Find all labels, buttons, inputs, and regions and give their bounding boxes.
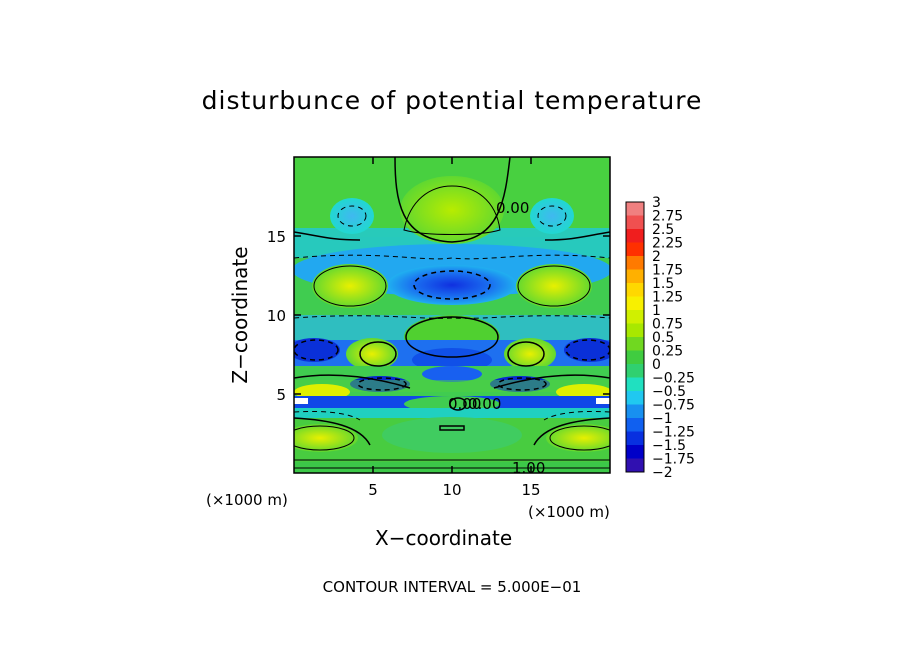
x-tick-label: 15 [521,481,540,499]
colorbar-label: 2 [652,249,661,265]
colorbar-label: 2.25 [652,236,683,252]
colorbar-swatch [626,404,644,419]
y-tick-label: 10 [267,307,286,325]
y-tick-label: 15 [267,228,286,246]
colorbar-swatch [626,431,644,446]
colorbar-label: 0.25 [652,344,683,360]
colorbar-label: 2.5 [652,222,674,238]
colorbar-label: −1.25 [652,425,695,441]
colorbar-swatch [626,296,644,311]
colorbar-label: −1 [652,411,673,427]
colorbar-swatch [626,283,644,297]
colorbar-label: 0 [652,357,661,373]
colorbar-swatch [626,350,644,365]
x-axis-label: X−coordinate [375,526,513,550]
colorbar-label: 1.25 [652,290,683,306]
contour-label: 0.00 [496,199,529,217]
colorbar-label: 2.75 [652,209,683,225]
contour-label: 1.00 [512,459,545,477]
x-axis-unit: (×1000 m) [206,491,288,509]
colorbar-swatch [626,269,644,284]
colorbar-swatch [626,242,644,257]
axis-ticks: 5 10 15 5 10 15 [267,157,610,499]
contour-label: 0.00 [468,395,501,413]
colorbar-label: 1.75 [652,263,683,279]
colorbar-label: −1.75 [652,452,695,468]
x-tick-label: 5 [368,481,378,499]
colorbar-swatch [626,458,644,473]
colorbar-swatch [626,445,644,459]
colorbar-swatch [626,310,644,324]
colorbar-frame [625,201,645,473]
colorbar-label: 0.75 [652,317,683,333]
colorbar-swatch [626,229,644,243]
colorbar-swatch [626,337,644,351]
y-tick-label: 5 [276,386,286,404]
colorbar-swatch [626,364,644,378]
colorbar-swatch [626,391,644,405]
colorbar-swatch [626,377,644,392]
y-axis-label: Z−coordinate [228,246,252,384]
x-tick-label: 10 [442,481,461,499]
colorbar-swatch [626,215,644,230]
contour-label: 0.00 [448,395,481,413]
contour-interval-note: CONTOUR INTERVAL = 5.000E−01 [322,578,582,596]
colorbar-swatch [626,256,644,270]
colorbar-label: 0.5 [652,330,674,346]
colorbar-label: 1 [652,303,661,319]
contour-lines-negative [294,205,610,421]
colorbar-label: −0.5 [652,384,686,400]
heatmap-field: 0.00 0.00 0.00 1.00 [294,157,610,477]
colorbar-swatch [626,202,644,216]
colorbar-label: −0.75 [652,398,695,414]
colorbar-label: 1.5 [652,276,674,292]
colorbar-label: −1.5 [652,438,686,454]
colorbar-label: −2 [652,465,673,481]
contour-lines [294,157,610,451]
colorbar: 32.752.52.2521.751.51.2510.750.50.250−0.… [625,195,695,481]
colorbar-label: −0.25 [652,371,695,387]
chart-title: disturbunce of potential temperature [201,86,703,115]
colorbar-swatch [626,323,644,338]
x-axis-unit-secondary: (×1000 m) [528,503,610,521]
colorbar-swatch [626,418,644,432]
colorbar-label: 3 [652,195,661,211]
